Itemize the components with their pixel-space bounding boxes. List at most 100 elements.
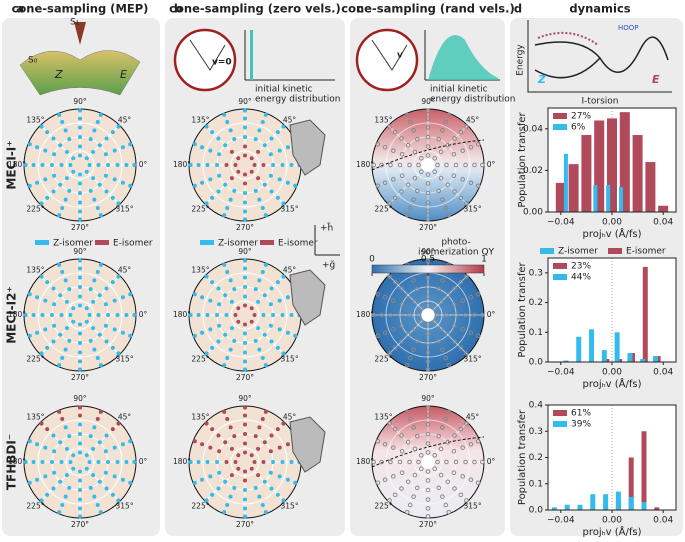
sample-point [285, 477, 290, 482]
angle-label: 180° [356, 457, 374, 466]
bar [645, 162, 656, 212]
sample-point [223, 479, 228, 484]
sample-point [425, 284, 431, 290]
sample-point [229, 326, 234, 331]
legend-swatch [540, 248, 554, 254]
sample-point [243, 116, 247, 121]
sample-point [425, 450, 431, 455]
sample-point [411, 128, 416, 133]
sample-point [84, 306, 89, 311]
bar [641, 431, 647, 510]
hint-axes [314, 225, 340, 256]
sample-point [460, 148, 465, 153]
legend-swatch [35, 240, 49, 245]
sample-point [256, 473, 261, 478]
sample-point [243, 405, 247, 410]
sample-point [243, 125, 247, 130]
sample-point [43, 445, 48, 450]
sample-point [78, 405, 82, 410]
sample-point [98, 112, 103, 117]
sample-point [35, 442, 40, 447]
sample-point [216, 189, 221, 194]
sample-point [96, 460, 101, 464]
sample-point [435, 162, 440, 168]
sample-point [45, 427, 50, 432]
sample-point [236, 466, 241, 471]
sample-point [260, 120, 265, 125]
caption: energy distribution [255, 95, 341, 105]
sample-point [115, 460, 120, 464]
sample-point [43, 474, 48, 479]
sample-point [223, 293, 228, 298]
sample-point [436, 286, 442, 292]
sample-point [425, 258, 431, 263]
sample-point [445, 142, 451, 148]
sample-point [414, 286, 420, 292]
sample-point [382, 441, 388, 447]
g-axis-label: +g̃ [322, 261, 335, 271]
sample-point [236, 453, 241, 458]
sample-point [281, 274, 286, 279]
sample-point [404, 409, 410, 415]
legend-swatch [260, 240, 274, 245]
sample-point [103, 173, 108, 178]
bar [614, 332, 620, 362]
sample-point [98, 510, 103, 515]
sample-point [460, 177, 465, 182]
sample-point [88, 434, 93, 439]
sample-point [216, 339, 221, 344]
sample-point [236, 319, 241, 324]
colorbar-title: photo- [441, 238, 470, 248]
panel-letter: b [174, 2, 182, 16]
sample-point [407, 502, 413, 508]
sample-point [120, 295, 125, 300]
sample-point [275, 195, 280, 200]
sample-point [31, 163, 36, 167]
h-axis-label: +h̃ [320, 222, 333, 234]
angle-label: 90° [73, 247, 87, 256]
surface [19, 50, 141, 96]
sample-point [243, 303, 247, 308]
sample-point [225, 120, 230, 125]
bar [551, 507, 557, 510]
sample-point [57, 510, 62, 515]
center-hole [421, 308, 435, 322]
sample-point [379, 312, 384, 318]
sample-point [451, 448, 457, 454]
sample-point [78, 413, 82, 418]
sample-point [392, 345, 398, 351]
sample-point [392, 492, 398, 498]
sample-point [106, 460, 110, 464]
sample-point [436, 338, 442, 344]
sample-point [92, 197, 97, 202]
sample-point [128, 183, 133, 188]
sample-point [92, 494, 97, 499]
sample-point [268, 449, 273, 454]
sample-point [208, 298, 213, 303]
angle-label: 270° [236, 223, 254, 232]
center-hole [421, 158, 435, 172]
panel-title: cone-sampling (MEP) [12, 2, 149, 16]
e-label: E [120, 68, 127, 81]
sample-point [59, 313, 64, 317]
legend-swatch [553, 263, 567, 269]
sample-point [458, 345, 464, 351]
sample-point [432, 452, 438, 458]
sample-point [412, 175, 418, 181]
sample-point [243, 432, 247, 436]
sample-point [88, 188, 93, 193]
angle-label: 135° [191, 412, 209, 421]
sample-point [116, 498, 121, 503]
sample-point [425, 469, 431, 474]
angle-label: 135° [374, 115, 392, 124]
sample-point [436, 433, 442, 439]
sample-point [96, 163, 101, 167]
sample-point [444, 162, 449, 168]
sample-point [192, 480, 197, 485]
sample-point [453, 459, 459, 465]
sample-point [192, 333, 197, 338]
bar [658, 205, 669, 212]
sample-point [87, 163, 92, 167]
sample-point [472, 312, 477, 318]
